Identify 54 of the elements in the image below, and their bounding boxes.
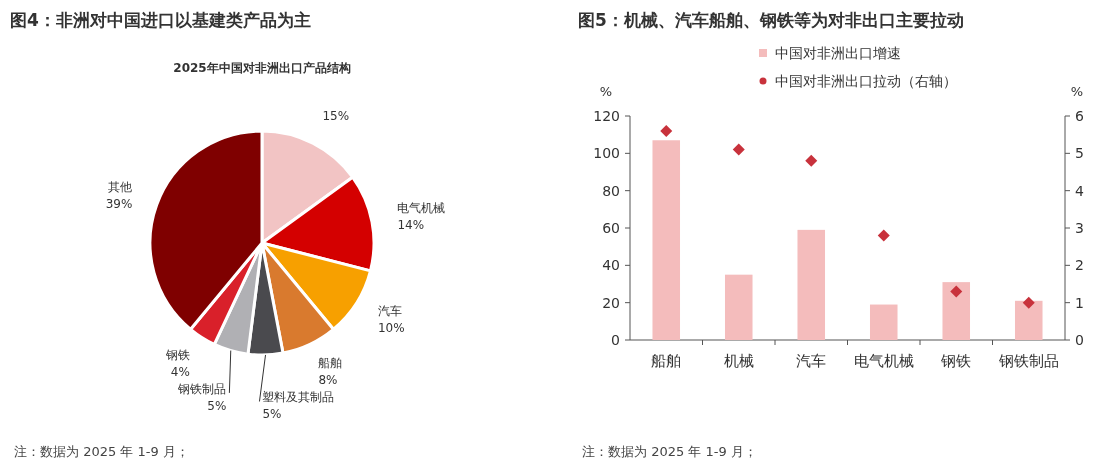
y2-tick-label: 0 bbox=[1075, 332, 1084, 348]
point bbox=[877, 229, 890, 242]
y2-tick-label: 4 bbox=[1075, 182, 1084, 199]
chart-title: 图5：机械、汽车船舶、钢铁等为对非出口主要拉动 bbox=[578, 10, 964, 30]
y-tick-label: 120 bbox=[593, 108, 620, 124]
point bbox=[732, 143, 745, 156]
slice-label: 塑料及其制品 bbox=[262, 390, 335, 405]
text: 注：数据为 2025 年 1-9 月； bbox=[582, 444, 757, 459]
y2-tick-label: 5 bbox=[1075, 145, 1084, 162]
point bbox=[950, 285, 963, 298]
bar bbox=[652, 140, 681, 340]
y2-tick-label: 1 bbox=[1075, 294, 1084, 311]
y-tick-label: 0 bbox=[611, 332, 620, 348]
data-label: 8% bbox=[318, 373, 338, 388]
point bbox=[1022, 296, 1035, 309]
y2-axis-title: % bbox=[1070, 84, 1084, 99]
slice-label: 电气机械 bbox=[397, 201, 446, 216]
bar bbox=[942, 282, 971, 340]
chart-title: 图4：非洲对中国进口以基建类产品为主 bbox=[10, 10, 311, 30]
data-label: 39% bbox=[105, 196, 133, 211]
text: 注：数据为 2025 年 1-9 月； bbox=[14, 444, 189, 459]
point bbox=[660, 124, 673, 137]
y-axis-title: % bbox=[599, 84, 613, 99]
x-tick-label: 钢铁 bbox=[940, 352, 972, 370]
data-label: 4% bbox=[170, 364, 190, 379]
y-tick-label: 60 bbox=[602, 220, 620, 236]
slice-label: 其他 bbox=[108, 179, 133, 194]
legend-label: 中国对非洲出口增速 bbox=[775, 45, 901, 61]
data-label: 15% bbox=[322, 109, 350, 124]
x-tick-label: 机械 bbox=[723, 352, 754, 370]
y2-tick-label: 3 bbox=[1075, 220, 1084, 236]
slice-label: 汽车 bbox=[377, 304, 402, 319]
y-tick-label: 100 bbox=[593, 145, 620, 162]
y-tick-label: 20 bbox=[602, 294, 620, 311]
data-label: 5% bbox=[262, 407, 282, 422]
point bbox=[805, 154, 818, 167]
data-label: 10% bbox=[377, 321, 405, 336]
slice-label: 钢铁制品 bbox=[177, 381, 227, 396]
bar bbox=[1014, 300, 1043, 340]
x-tick-label: 电气机械 bbox=[853, 352, 914, 370]
x-tick-label: 船舶 bbox=[651, 352, 682, 370]
y2-tick-label: 2 bbox=[1075, 257, 1084, 274]
bar bbox=[797, 229, 826, 340]
x-tick-label: 汽车 bbox=[796, 352, 827, 370]
legend-label: 中国对非洲出口拉动（右轴） bbox=[775, 73, 957, 89]
data-label: 5% bbox=[207, 398, 227, 413]
bar bbox=[869, 304, 898, 340]
y-tick-label: 80 bbox=[602, 182, 620, 199]
y-tick-label: 40 bbox=[602, 257, 620, 274]
chart-subtitle: 2025年中国对非洲出口产品结构 bbox=[173, 61, 351, 75]
bar bbox=[724, 274, 753, 340]
y2-tick-label: 6 bbox=[1075, 108, 1084, 124]
x-tick-label: 钢铁制品 bbox=[997, 352, 1059, 370]
data-label: 14% bbox=[397, 218, 425, 233]
